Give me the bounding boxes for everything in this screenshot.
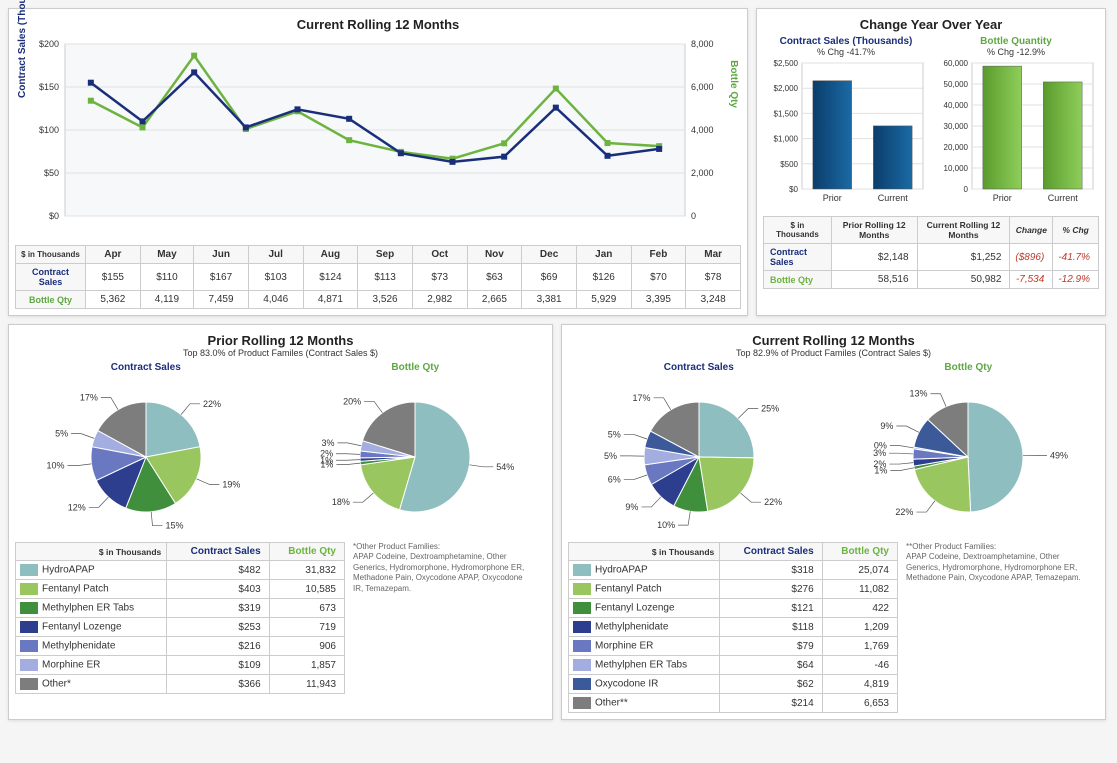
svg-text:19%: 19% (222, 479, 240, 489)
current-qty-pie: 49%22%1%2%3%0%9%13% (838, 373, 1098, 533)
current-product-table: $ in ThousandsContract SalesBottle QtyHy… (568, 542, 898, 713)
svg-text:$150: $150 (39, 82, 59, 92)
current-qty-title: Bottle Qty (838, 362, 1100, 373)
svg-text:6,000: 6,000 (691, 82, 714, 92)
svg-text:17%: 17% (80, 393, 98, 403)
yoy-sales-title: Contract Sales (Thousands) (763, 36, 929, 47)
yoy-sales-sub: % Chg -41.7% (763, 47, 929, 57)
svg-text:9%: 9% (881, 421, 894, 431)
svg-text:Prior: Prior (822, 193, 841, 203)
prior-sales-title: Contract Sales (15, 362, 277, 373)
svg-text:0: 0 (691, 211, 696, 221)
svg-text:Current: Current (1047, 193, 1078, 203)
svg-text:60,000: 60,000 (943, 59, 968, 68)
svg-text:20,000: 20,000 (943, 143, 968, 152)
svg-text:Prior: Prior (992, 193, 1011, 203)
rolling-table: $ in ThousandsAprMayJunJulAugSepOctNovDe… (15, 245, 741, 309)
prior-panel: Prior Rolling 12 Months Top 83.0% of Pro… (8, 324, 553, 720)
svg-text:30,000: 30,000 (943, 122, 968, 131)
svg-text:17%: 17% (632, 393, 650, 403)
svg-text:2%: 2% (874, 459, 887, 469)
svg-text:4,000: 4,000 (691, 125, 714, 135)
prior-footnote: *Other Product Families:APAP Codeine, De… (353, 542, 533, 594)
svg-text:5%: 5% (608, 429, 621, 439)
svg-text:$1,000: $1,000 (773, 135, 798, 144)
current-panel: Current Rolling 12 Months Top 82.9% of P… (561, 324, 1106, 720)
svg-text:$200: $200 (39, 39, 59, 49)
current-footnote: **Other Product Families:APAP Codeine, D… (906, 542, 1086, 584)
svg-text:$2,000: $2,000 (773, 84, 798, 93)
prior-qty-title: Bottle Qty (285, 362, 547, 373)
current-sales-title: Contract Sales (568, 362, 830, 373)
svg-text:20%: 20% (343, 396, 361, 406)
yoy-panel: Change Year Over Year Contract Sales (Th… (756, 8, 1106, 316)
svg-text:10%: 10% (46, 461, 64, 471)
svg-text:2%: 2% (320, 449, 333, 459)
svg-text:8,000: 8,000 (691, 39, 714, 49)
svg-text:40,000: 40,000 (943, 101, 968, 110)
svg-text:2,000: 2,000 (691, 168, 714, 178)
svg-text:12%: 12% (68, 502, 86, 512)
svg-text:$50: $50 (44, 168, 59, 178)
svg-text:$2,500: $2,500 (773, 59, 798, 68)
svg-text:0%: 0% (874, 441, 887, 451)
svg-text:$0: $0 (49, 211, 59, 221)
current-sales-pie: 25% 22% 10% 9% 6% 5% 5% 17% (569, 373, 829, 533)
rolling-title: Current Rolling 12 Months (15, 17, 741, 32)
svg-text:3%: 3% (322, 438, 335, 448)
svg-text:10%: 10% (657, 520, 675, 530)
yoy-qty-title: Bottle Quantity (933, 36, 1099, 47)
svg-text:6%: 6% (608, 475, 621, 485)
svg-text:$1,500: $1,500 (773, 109, 798, 118)
svg-text:5%: 5% (55, 429, 68, 439)
svg-text:$500: $500 (780, 160, 798, 169)
y1-axis-label: Contract Sales (Thousands) (17, 0, 28, 98)
y2-axis-label: Bottle Qty (728, 60, 739, 108)
svg-text:22%: 22% (203, 399, 221, 409)
svg-text:0: 0 (963, 185, 968, 194)
yoy-table: $ in ThousandsPrior Rolling 12 MonthsCur… (763, 216, 1099, 289)
yoy-sales-chart: $0 $500 $1,000 $1,500 $2,000 $2,500 Prior Curre… (764, 57, 929, 207)
current-subtitle: Top 82.9% of Product Familes (Contract S… (568, 348, 1099, 358)
svg-text:18%: 18% (332, 497, 350, 507)
prior-qty-pie: 54%18%1%1%2%3%20% (285, 373, 545, 533)
rolling-chart: $0 $50 $100 $150 $200 0 2,000 4,000 6,000 8,000 (15, 36, 735, 236)
svg-text:5%: 5% (604, 451, 617, 461)
prior-subtitle: Top 83.0% of Product Familes (Contract S… (15, 348, 546, 358)
prior-title: Prior Rolling 12 Months (15, 333, 546, 348)
prior-product-table: $ in ThousandsContract SalesBottle QtyHy… (15, 542, 345, 694)
yoy-qty-chart: 0 10,000 20,000 30,000 40,000 50,000 60,000 Pri… (934, 57, 1099, 207)
prior-sales-pie: 22% 19% 15% 12% 10% 5% 17% (16, 373, 276, 533)
svg-text:15%: 15% (165, 521, 183, 531)
svg-text:9%: 9% (625, 502, 638, 512)
rolling-panel: Current Rolling 12 Months Contract Sales… (8, 8, 748, 316)
yoy-qty-sub: % Chg -12.9% (933, 47, 1099, 57)
current-title: Current Rolling 12 Months (568, 333, 1099, 348)
svg-text:Current: Current (877, 193, 908, 203)
svg-text:$100: $100 (39, 125, 59, 135)
svg-text:10,000: 10,000 (943, 164, 968, 173)
svg-text:54%: 54% (497, 462, 515, 472)
yoy-title: Change Year Over Year (763, 17, 1099, 32)
svg-text:22%: 22% (764, 497, 782, 507)
svg-text:50,000: 50,000 (943, 80, 968, 89)
svg-text:13%: 13% (910, 389, 928, 399)
svg-text:25%: 25% (761, 404, 779, 414)
svg-text:49%: 49% (1050, 450, 1068, 460)
svg-text:$0: $0 (789, 185, 798, 194)
svg-text:22%: 22% (896, 507, 914, 517)
